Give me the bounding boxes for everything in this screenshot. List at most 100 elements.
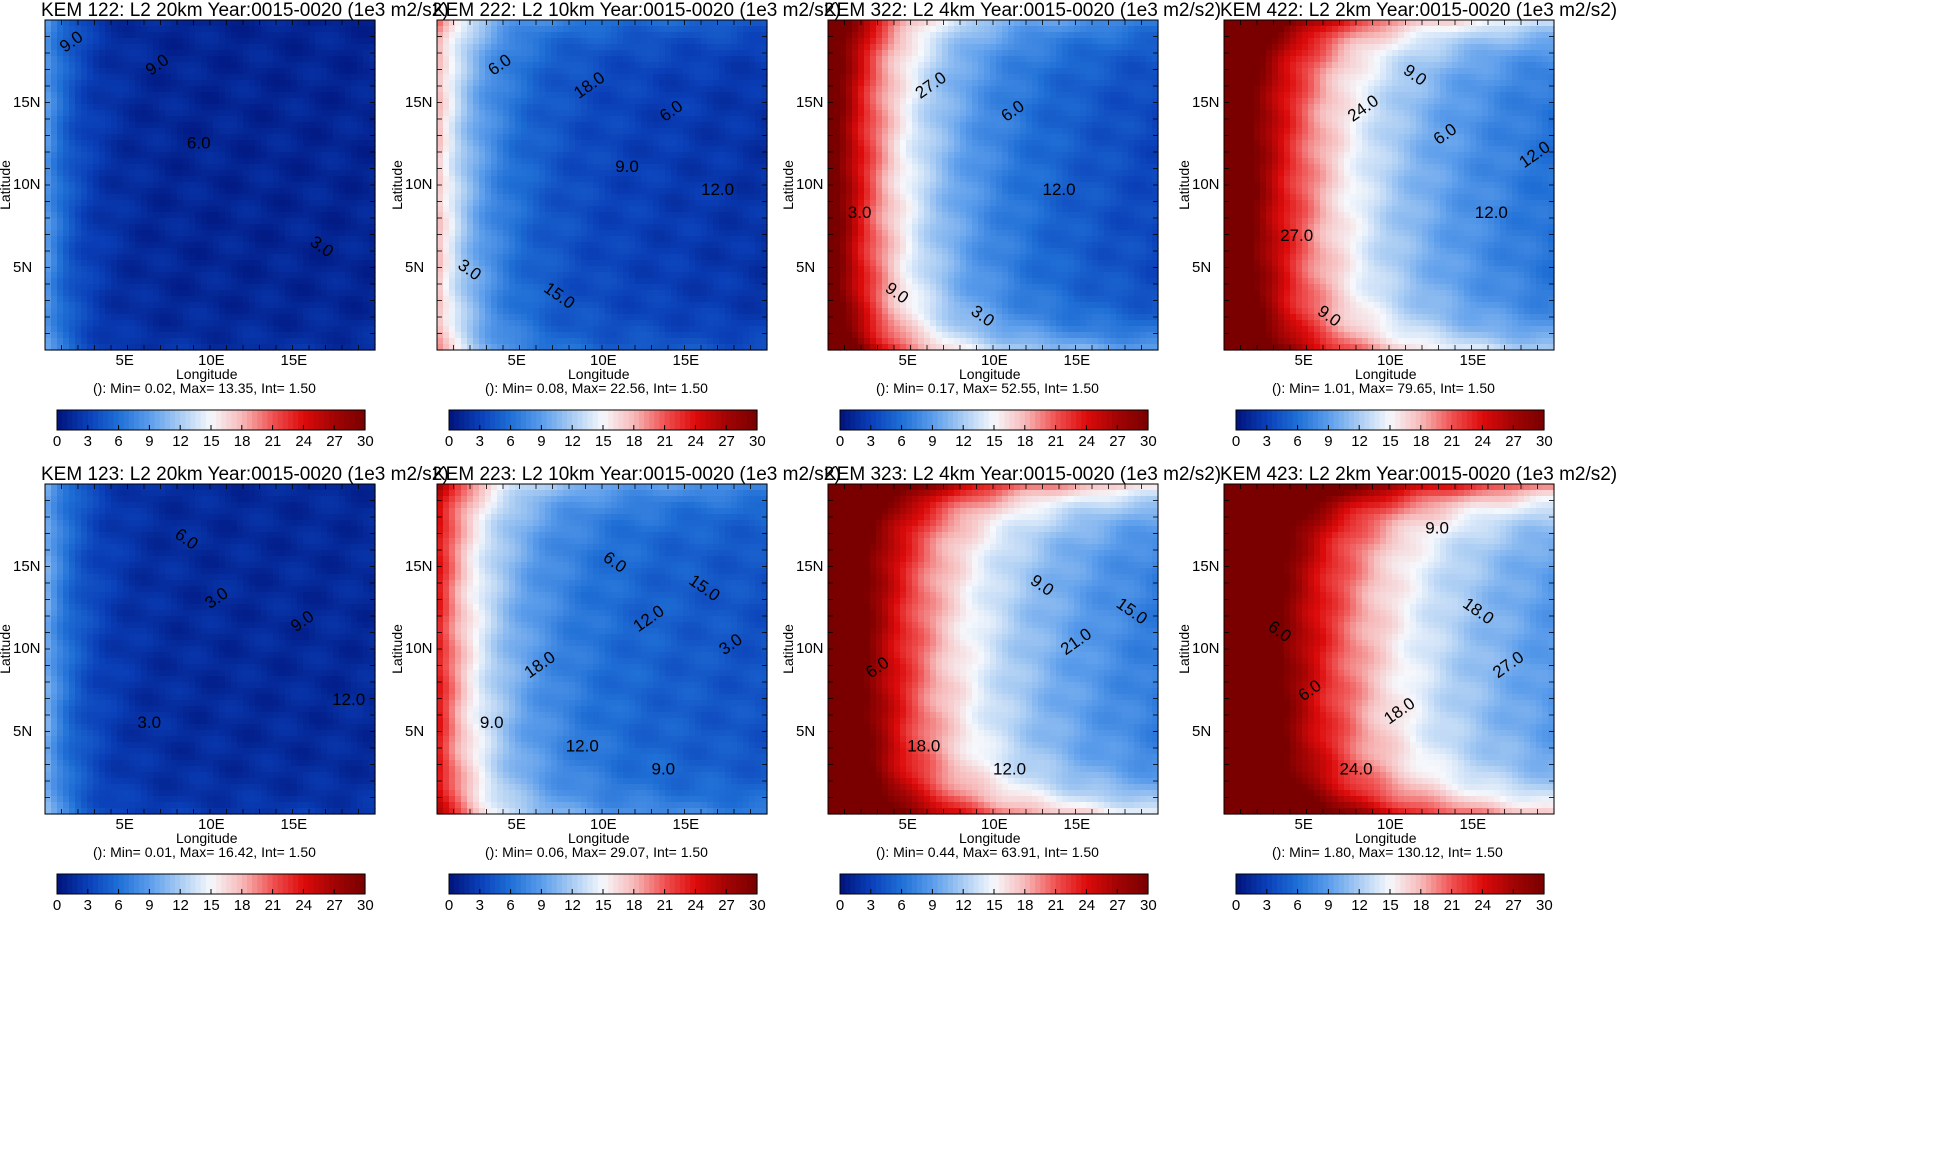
heatmap-cell xyxy=(593,38,600,45)
heatmap-cell xyxy=(755,122,762,129)
heatmap-cell xyxy=(509,98,516,105)
heatmap-cell xyxy=(225,260,232,267)
heatmap-cell xyxy=(357,242,364,249)
heatmap-cell xyxy=(153,248,160,255)
heatmap-cell xyxy=(357,164,364,171)
heatmap-cell xyxy=(611,200,618,207)
heatmap-cell xyxy=(93,326,100,333)
heatmap-cell xyxy=(315,266,322,273)
heatmap-cell xyxy=(51,278,58,285)
heatmap-cell xyxy=(195,182,202,189)
heatmap-cell xyxy=(461,74,468,81)
heatmap-cell xyxy=(183,182,190,189)
heatmap-cell xyxy=(339,284,346,291)
heatmap-cell xyxy=(237,326,244,333)
heatmap-cell xyxy=(327,206,334,213)
heatmap-cell xyxy=(515,206,522,213)
heatmap-cell xyxy=(111,338,118,345)
heatmap-cell xyxy=(683,116,690,123)
heatmap-cell xyxy=(737,188,744,195)
heatmap-cell xyxy=(69,98,76,105)
heatmap-cell xyxy=(213,320,220,327)
heatmap-cell xyxy=(689,200,696,207)
heatmap-cell xyxy=(437,26,444,33)
heatmap-cell xyxy=(497,170,504,177)
heatmap-cell xyxy=(539,74,546,81)
heatmap-cell xyxy=(207,242,214,249)
heatmap-cell xyxy=(659,200,666,207)
heatmap-cell xyxy=(545,128,552,135)
heatmap-cell xyxy=(93,290,100,297)
heatmap-cell xyxy=(87,218,94,225)
heatmap-cell xyxy=(45,326,52,333)
heatmap-cell xyxy=(569,146,576,153)
heatmap-cell xyxy=(479,206,486,213)
heatmap-cell xyxy=(171,326,178,333)
heatmap-cell xyxy=(75,92,82,99)
heatmap-cell xyxy=(683,164,690,171)
heatmap-cell xyxy=(111,200,118,207)
heatmap-cell xyxy=(713,116,720,123)
heatmap-cell xyxy=(93,98,100,105)
heatmap-cell xyxy=(623,200,630,207)
heatmap-cell xyxy=(279,140,286,147)
heatmap-cell xyxy=(665,182,672,189)
heatmap-cell xyxy=(117,296,124,303)
heatmap-cell xyxy=(51,98,58,105)
heatmap-cell xyxy=(237,116,244,123)
heatmap-cell xyxy=(189,56,196,63)
heatmap-cell xyxy=(279,188,286,195)
heatmap-cell xyxy=(123,56,130,63)
heatmap-cell xyxy=(315,320,322,327)
heatmap-cell xyxy=(647,200,654,207)
heatmap-cell xyxy=(339,290,346,297)
heatmap-cell xyxy=(123,290,130,297)
heatmap-cell xyxy=(351,194,358,201)
heatmap-cell xyxy=(671,164,678,171)
panel-1-stats: (): Min= 0.02, Max= 13.35, Int= 1.50 xyxy=(93,380,316,396)
heatmap-cell xyxy=(165,302,172,309)
heatmap-cell xyxy=(527,20,534,27)
heatmap-cell xyxy=(623,134,630,141)
heatmap-cell xyxy=(635,170,642,177)
heatmap-cell xyxy=(545,182,552,189)
heatmap-cell xyxy=(51,116,58,123)
heatmap-cell xyxy=(689,32,696,39)
heatmap-cell xyxy=(147,242,154,249)
heatmap-cell xyxy=(515,116,522,123)
heatmap-cell xyxy=(213,296,220,303)
heatmap-cell xyxy=(261,152,268,159)
heatmap-cell xyxy=(99,152,106,159)
heatmap-cell xyxy=(623,20,630,27)
heatmap-cell xyxy=(527,212,534,219)
heatmap-cell xyxy=(761,140,768,147)
heatmap-cell xyxy=(327,170,334,177)
heatmap-cell xyxy=(455,170,462,177)
panel-2-title: KEM 222: L2 10km Year:0015-0020 (1e3 m2/… xyxy=(433,0,841,22)
heatmap-cell xyxy=(761,176,768,183)
heatmap-cell xyxy=(159,50,166,57)
heatmap-cell xyxy=(117,308,124,315)
heatmap-cell xyxy=(737,128,744,135)
heatmap-cell xyxy=(719,62,726,69)
heatmap-cell xyxy=(749,68,756,75)
heatmap-cell xyxy=(189,206,196,213)
heatmap-cell xyxy=(309,194,316,201)
heatmap-cell xyxy=(297,272,304,279)
heatmap-cell xyxy=(201,332,208,339)
heatmap-cell xyxy=(671,176,678,183)
heatmap-cell xyxy=(189,158,196,165)
heatmap-cell xyxy=(123,332,130,339)
heatmap-cell xyxy=(557,200,564,207)
heatmap-cell xyxy=(159,146,166,153)
heatmap-cell xyxy=(69,134,76,141)
heatmap-cell xyxy=(105,104,112,111)
heatmap-cell xyxy=(159,302,166,309)
heatmap-cell xyxy=(557,110,564,117)
heatmap-cell xyxy=(755,92,762,99)
heatmap-cell xyxy=(449,110,456,117)
heatmap-cell xyxy=(81,74,88,81)
heatmap-cell xyxy=(545,20,552,27)
heatmap-cell xyxy=(111,332,118,339)
heatmap-cell xyxy=(509,62,516,69)
